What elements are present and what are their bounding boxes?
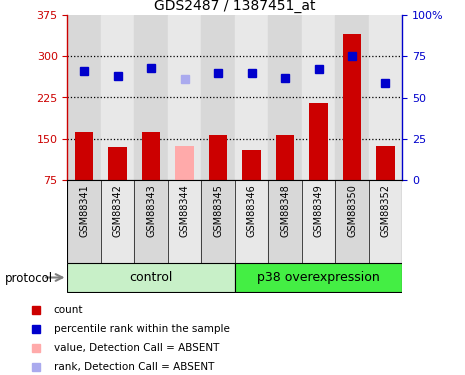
Title: GDS2487 / 1387451_at: GDS2487 / 1387451_at bbox=[154, 0, 316, 13]
Bar bbox=[67, 180, 101, 262]
Bar bbox=[268, 15, 302, 180]
Bar bbox=[168, 15, 201, 180]
Text: protocol: protocol bbox=[5, 272, 53, 285]
Text: percentile rank within the sample: percentile rank within the sample bbox=[53, 324, 229, 334]
Text: GSM88343: GSM88343 bbox=[146, 184, 156, 237]
Bar bbox=[335, 15, 369, 180]
FancyBboxPatch shape bbox=[67, 263, 235, 292]
Text: rank, Detection Call = ABSENT: rank, Detection Call = ABSENT bbox=[53, 362, 214, 372]
Text: GSM88349: GSM88349 bbox=[313, 184, 324, 237]
Bar bbox=[376, 146, 395, 180]
Bar bbox=[242, 150, 261, 180]
Text: GSM88342: GSM88342 bbox=[113, 184, 123, 237]
Bar bbox=[101, 180, 134, 262]
Bar bbox=[235, 15, 268, 180]
Bar bbox=[209, 135, 227, 180]
Bar bbox=[67, 15, 101, 180]
Bar bbox=[235, 180, 268, 262]
FancyBboxPatch shape bbox=[235, 263, 402, 292]
Text: GSM88350: GSM88350 bbox=[347, 184, 357, 237]
Bar bbox=[369, 180, 402, 262]
Bar bbox=[309, 103, 328, 180]
Bar bbox=[343, 34, 361, 180]
Bar bbox=[369, 15, 402, 180]
Text: control: control bbox=[129, 271, 173, 284]
Bar bbox=[276, 135, 294, 180]
Text: p38 overexpression: p38 overexpression bbox=[257, 271, 380, 284]
Text: GSM88344: GSM88344 bbox=[179, 184, 190, 237]
Text: GSM88352: GSM88352 bbox=[380, 184, 391, 237]
Bar bbox=[75, 132, 93, 180]
Text: count: count bbox=[53, 305, 83, 315]
Bar bbox=[268, 180, 302, 262]
Text: GSM88346: GSM88346 bbox=[246, 184, 257, 237]
Text: GSM88348: GSM88348 bbox=[280, 184, 290, 237]
Bar bbox=[335, 180, 369, 262]
Bar bbox=[302, 15, 335, 180]
Bar bbox=[168, 180, 201, 262]
Bar bbox=[142, 132, 160, 180]
Bar bbox=[201, 15, 235, 180]
Bar bbox=[108, 147, 127, 180]
Bar bbox=[175, 146, 194, 180]
Bar bbox=[134, 180, 168, 262]
Text: value, Detection Call = ABSENT: value, Detection Call = ABSENT bbox=[53, 343, 219, 353]
Bar bbox=[101, 15, 134, 180]
Bar bbox=[201, 180, 235, 262]
Bar bbox=[302, 180, 335, 262]
Text: GSM88341: GSM88341 bbox=[79, 184, 89, 237]
Text: GSM88345: GSM88345 bbox=[213, 184, 223, 237]
Bar bbox=[134, 15, 168, 180]
